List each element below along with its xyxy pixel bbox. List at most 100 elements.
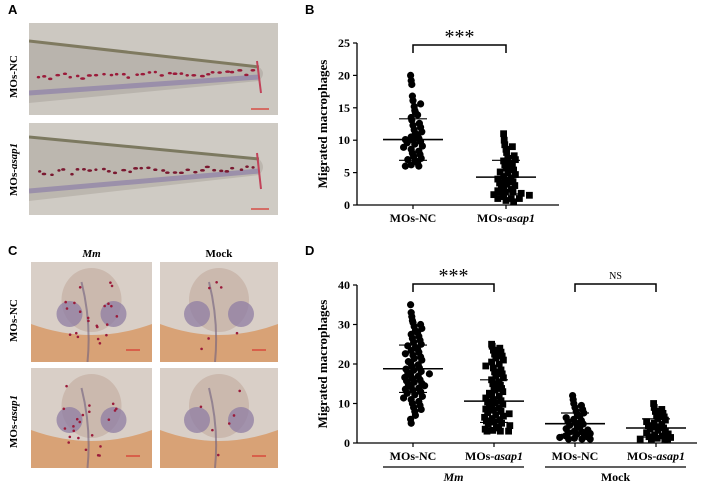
macrophage-dot	[217, 71, 222, 74]
macrophage-dot	[94, 168, 98, 171]
data-point	[495, 360, 503, 368]
significance-label: ***	[445, 26, 475, 48]
macrophage-dot	[110, 284, 114, 288]
data-point	[501, 141, 509, 149]
macrophage-dot	[211, 428, 214, 432]
macrophage-dot	[107, 418, 111, 421]
panel-c-col-label-mm: Mm	[31, 248, 152, 260]
data-point	[650, 400, 657, 407]
data-point	[484, 409, 491, 416]
macrophage-dot	[90, 434, 94, 437]
data-point	[516, 195, 523, 202]
data-point	[509, 162, 516, 170]
data-point	[511, 182, 519, 189]
macrophage-dot	[193, 170, 198, 174]
macrophage-dot	[210, 70, 215, 74]
data-point	[401, 162, 409, 170]
macrophage-dot	[77, 436, 80, 440]
panel-c-head-image-nc-mm	[31, 262, 152, 362]
row-label-italic: asap1	[8, 394, 20, 422]
panel-c-row-label-2: MOs-asap1	[8, 395, 20, 448]
data-point	[512, 156, 519, 164]
macrophage-dot	[67, 441, 70, 444]
macrophage-dot	[139, 166, 144, 170]
x-tick-label: MOs-NC	[390, 211, 437, 225]
macrophage-dot	[50, 173, 54, 177]
macrophage-dot	[62, 72, 68, 76]
data-point	[481, 413, 488, 421]
data-point	[495, 378, 503, 386]
macrophage-dot	[230, 166, 235, 170]
data-point	[482, 405, 490, 413]
macrophage-dot	[61, 168, 66, 171]
significance-bracket	[574, 283, 657, 292]
macrophage-dot	[153, 168, 158, 172]
group-label: Mock	[601, 470, 631, 484]
panel-c-head-image-asap1-mm	[31, 368, 152, 468]
macrophage-dot	[208, 286, 211, 290]
data-point	[658, 406, 666, 413]
data-point	[418, 142, 426, 150]
macrophage-dot	[207, 337, 210, 340]
data-point	[497, 348, 505, 356]
data-point	[664, 430, 672, 438]
macrophage-dot	[239, 168, 244, 172]
panel-c-head-image-asap1-mock	[160, 368, 278, 468]
data-point	[510, 198, 517, 206]
data-point	[400, 394, 408, 402]
macrophage-dot	[107, 302, 110, 306]
data-point	[526, 191, 533, 199]
data-point	[643, 429, 650, 437]
macrophage-dot	[121, 72, 126, 76]
data-point	[509, 188, 517, 196]
data-point	[652, 408, 659, 415]
data-point	[483, 417, 490, 425]
macrophage-dot	[57, 169, 61, 172]
macrophage-dot	[135, 73, 139, 76]
data-point	[648, 435, 655, 443]
data-point	[496, 188, 503, 196]
data-point	[499, 388, 507, 396]
zebrafish-head-illustration	[160, 368, 278, 468]
macrophage-dot	[48, 77, 53, 81]
data-point	[496, 344, 504, 352]
data-point	[496, 416, 504, 424]
data-point	[565, 435, 573, 443]
macrophage-dot	[103, 304, 106, 308]
col-label-text: Mm	[82, 248, 101, 260]
data-point	[498, 370, 506, 378]
data-point	[495, 392, 503, 400]
macrophage-dot	[212, 168, 217, 172]
data-point	[498, 419, 505, 427]
macrophage-dot	[250, 68, 256, 72]
significance-label: NS	[609, 271, 622, 282]
data-point	[650, 404, 658, 411]
panel-a-letter: A	[8, 2, 18, 17]
data-point	[404, 156, 412, 164]
data-point	[400, 143, 408, 151]
macrophage-dot	[68, 333, 72, 336]
zebrafish-head-illustration	[31, 368, 152, 468]
macrophage-dot	[251, 166, 255, 169]
macrophage-dot	[68, 75, 72, 79]
macrophage-dot	[199, 405, 203, 409]
data-point	[497, 408, 505, 415]
data-point	[645, 422, 652, 430]
y-tick-label: 10	[338, 133, 350, 147]
data-point	[506, 422, 514, 430]
zebrafish-head-illustration	[31, 262, 152, 362]
data-point	[491, 368, 498, 376]
x-tick-label: MOs-NC	[552, 449, 599, 463]
macrophage-dot	[105, 333, 108, 337]
macrophage-dot	[62, 407, 66, 411]
data-point	[491, 350, 498, 358]
macrophage-dot	[87, 319, 90, 323]
x-tick-label: MOs-asap1	[627, 449, 685, 463]
macrophage-dot	[238, 389, 241, 393]
data-point	[500, 157, 507, 165]
panel-a-tail-image-nc	[29, 23, 278, 115]
data-point	[653, 434, 661, 442]
macrophage-dot	[225, 70, 231, 73]
data-point	[499, 400, 507, 408]
data-point	[482, 394, 490, 402]
